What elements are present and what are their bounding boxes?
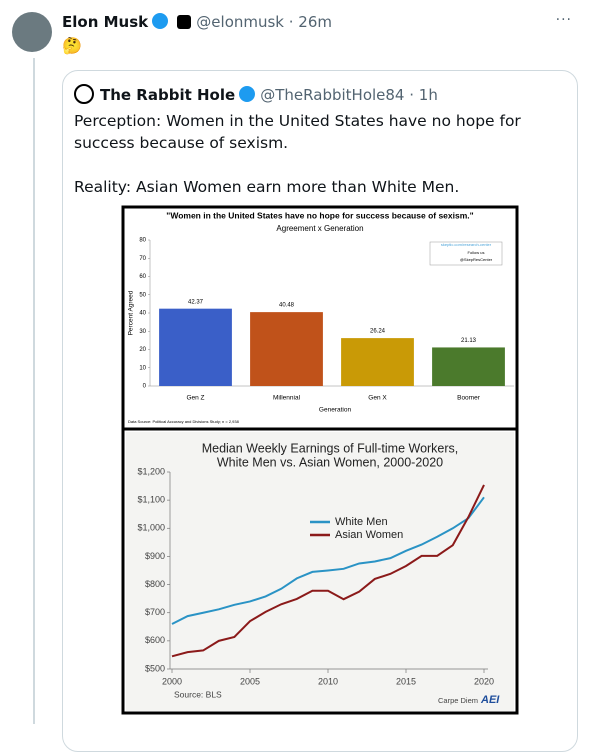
y-tick-label: $600 — [145, 635, 165, 645]
x-tick-label: 2010 — [318, 676, 338, 686]
chart-title: "Women in the United States have no hope… — [166, 210, 473, 220]
page: Elon Musk @elonmusk · 26m ··· 🤔 The Rabb… — [12, 12, 578, 752]
logo-text: @SkepResCenter — [460, 257, 493, 262]
y-tick-label: $1,100 — [137, 495, 165, 505]
quote-paragraph: Perception: Women in the United States h… — [74, 112, 521, 152]
quote-image: "Women in the United States have no hope… — [121, 205, 519, 715]
avatar[interactable] — [12, 12, 52, 52]
x-tick-label: Boomer — [457, 395, 481, 402]
y-tick-label: $1,200 — [137, 466, 165, 476]
chart-source: Data Source: Political Accuracy and Divi… — [128, 419, 240, 424]
y-tick-label: 40 — [139, 311, 146, 317]
chart-title: Median Weekly Earnings of Full-time Work… — [202, 441, 459, 455]
x-tick-label: Millennial — [273, 395, 301, 402]
y-tick-label: 80 — [139, 238, 146, 244]
more-button[interactable]: ··· — [555, 12, 572, 28]
x-tick-label: 2015 — [396, 676, 416, 686]
legend-label: White Men — [335, 516, 388, 528]
verified-badge — [152, 13, 169, 29]
credit-logo: AEI — [480, 694, 500, 706]
x-tick-label: 2000 — [162, 676, 182, 686]
thread-line — [33, 58, 35, 724]
x-tick-label: Gen Z — [186, 395, 204, 402]
x-tick-label: 2020 — [474, 676, 494, 686]
y-tick-label: 20 — [139, 347, 146, 353]
quote-meta: @TheRabbitHole84 · 1h — [260, 86, 438, 104]
y-tick-label: 0 — [143, 384, 147, 390]
quote-paragraph: Reality: Asian Women earn more than Whit… — [74, 178, 460, 196]
x-tick-label: 2005 — [240, 676, 260, 686]
data-line — [171, 496, 485, 625]
tweet-header: Elon Musk @elonmusk · 26m — [62, 12, 332, 31]
y-tick-label: 60 — [139, 274, 146, 280]
author-meta[interactable]: @elonmusk · 26m — [196, 13, 332, 31]
credit-text: Carpe Diem — [438, 696, 478, 705]
bar — [341, 338, 414, 386]
chart-title: White Men vs. Asian Women, 2000-2020 — [217, 455, 443, 469]
affiliate-badge — [177, 15, 192, 29]
quote-author: The Rabbit Hole — [100, 86, 236, 104]
quote-avatar — [74, 84, 94, 104]
bar — [250, 312, 323, 386]
y-tick-label: 10 — [139, 365, 146, 371]
logo-box — [429, 241, 503, 266]
y-tick-label: $700 — [145, 607, 165, 617]
verified-badge — [239, 86, 256, 102]
chart-source: Source: BLS — [174, 689, 222, 699]
y-axis-label: Percent Agreed — [128, 290, 135, 335]
y-tick-label: $900 — [145, 551, 165, 561]
y-tick-label: $500 — [145, 663, 165, 673]
x-axis-label: Generation — [319, 407, 352, 414]
y-tick-label: 70 — [139, 256, 146, 262]
chart-subtitle: Agreement x Generation — [276, 224, 363, 233]
y-tick-label: $1,000 — [137, 523, 165, 533]
author-name[interactable]: Elon Musk — [62, 13, 149, 31]
value-label: 26.24 — [370, 329, 386, 335]
logo-text: skeptic.com/research-center — [441, 242, 492, 247]
y-tick-label: $800 — [145, 579, 165, 589]
tweet-text: 🤔 — [62, 36, 82, 55]
value-label: 42.37 — [188, 299, 204, 305]
quote-body: Perception: Women in the United States h… — [74, 110, 554, 220]
bar — [432, 347, 505, 386]
value-label: 21.13 — [461, 338, 477, 344]
bar — [159, 308, 232, 386]
quote-header: The Rabbit Hole @TheRabbitHole84 · 1h — [74, 84, 438, 104]
x-tick-label: Gen X — [368, 395, 387, 402]
y-tick-label: 30 — [139, 329, 146, 335]
value-label: 40.48 — [279, 303, 295, 309]
y-tick-label: 50 — [139, 292, 146, 298]
logo-text: Follow us — [468, 250, 485, 255]
data-line — [171, 484, 485, 658]
legend-label: Asian Women — [335, 529, 403, 541]
